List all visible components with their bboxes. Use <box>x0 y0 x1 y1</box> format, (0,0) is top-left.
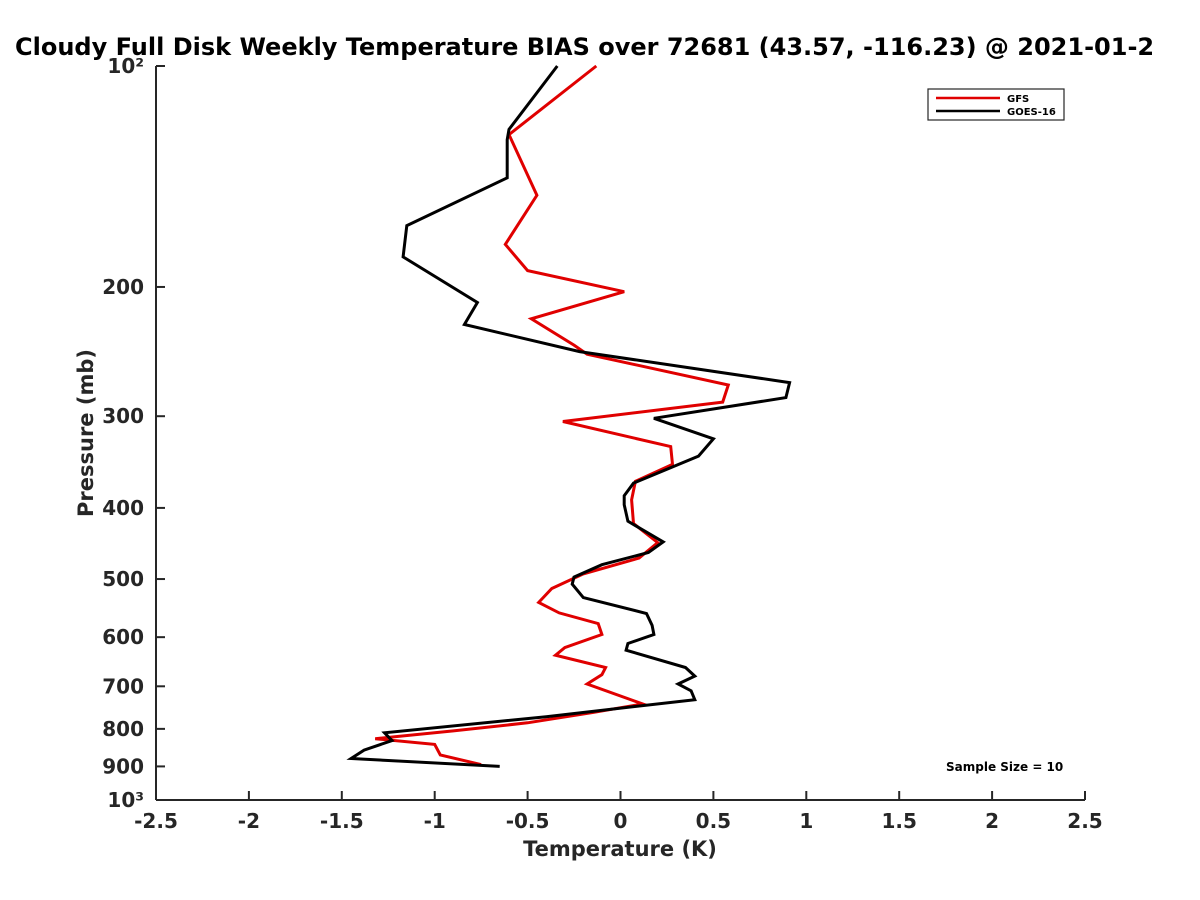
y-axis-label: Pressure (mb) <box>74 349 98 517</box>
legend-box <box>927 88 1065 121</box>
series-line-goes16 <box>346 65 792 768</box>
series-layer <box>346 64 792 768</box>
sample-size-annotation: Sample Size = 10 <box>946 760 1063 774</box>
plot-area <box>155 66 1085 801</box>
x-tick-label: 2 <box>985 809 999 833</box>
x-tick-label: -2 <box>238 809 260 833</box>
y-ticks: 10² 200 300 400 500 600 700 800 900 10³ <box>102 54 165 812</box>
y-tick-label: 200 <box>102 275 144 299</box>
y-tick-label: 800 <box>102 717 144 741</box>
x-tick-label: 0 <box>614 809 628 833</box>
y-tick-label: 400 <box>102 496 144 520</box>
x-tick-label: 1.5 <box>881 809 916 833</box>
legend: GFS GOES-16 <box>927 88 1065 121</box>
y-tick-label: 10² <box>107 54 144 78</box>
x-axis-label: Temperature (K) <box>523 837 717 861</box>
x-tick-label: 0.5 <box>696 809 731 833</box>
y-tick-label: 600 <box>102 625 144 649</box>
y-tick-label: 300 <box>102 404 144 428</box>
legend-label-goes16: GOES-16 <box>1007 107 1056 118</box>
chart-title: Cloudy Full Disk Weekly Temperature BIAS… <box>15 33 1154 61</box>
x-tick-label: -1 <box>424 809 446 833</box>
y-tick-label: 500 <box>102 567 144 591</box>
y-tick-label: 10³ <box>107 788 144 812</box>
x-tick-label: -2.5 <box>134 809 178 833</box>
x-tick-label: 1 <box>799 809 813 833</box>
y-tick-label: 900 <box>102 754 144 778</box>
x-ticks: -2.5 -2 -1.5 -1 -0.5 0 0.5 1 1.5 2 2.5 <box>134 791 1103 833</box>
legend-label-gfs: GFS <box>1007 94 1029 105</box>
x-tick-label: -1.5 <box>320 809 364 833</box>
y-tick-label: 700 <box>102 674 144 698</box>
x-tick-label: -0.5 <box>506 809 550 833</box>
x-tick-label: 2.5 <box>1067 809 1102 833</box>
